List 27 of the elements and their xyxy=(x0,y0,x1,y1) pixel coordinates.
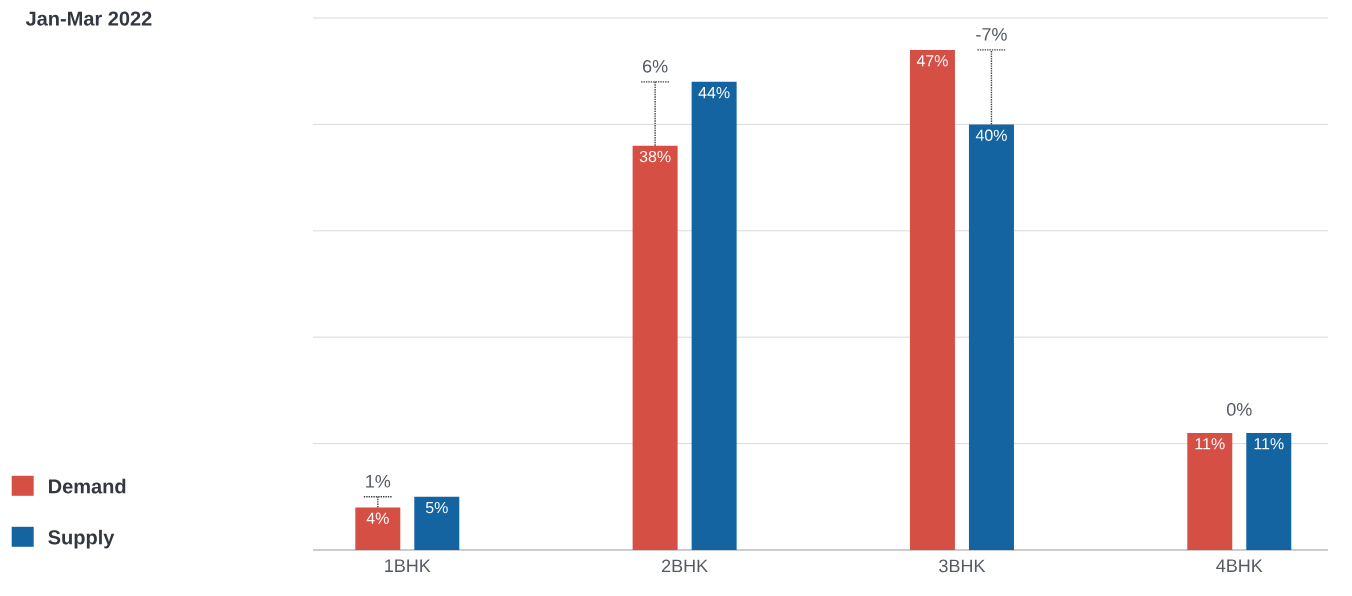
data-label: 44% xyxy=(698,87,730,99)
data-label: 40% xyxy=(975,129,1007,141)
x-tick-label: 4BHK xyxy=(1216,559,1263,572)
bar xyxy=(632,145,678,550)
annotation: 0% xyxy=(1226,402,1252,416)
x-tick-label: 2BHK xyxy=(662,559,708,573)
bar xyxy=(355,507,401,550)
legend-label: Supply xyxy=(48,529,115,549)
bar xyxy=(1246,432,1292,550)
x-tick-label: 3BHK xyxy=(939,559,986,573)
annotation: 1% xyxy=(366,474,391,488)
bar xyxy=(1187,432,1233,550)
data-label: 11% xyxy=(1254,438,1284,450)
bar xyxy=(414,496,460,550)
data-label: 47% xyxy=(916,55,948,67)
data-label: 4% xyxy=(366,512,389,524)
annotation: 6% xyxy=(643,59,668,73)
legend-label: Demand xyxy=(49,478,126,494)
annotation: -7% xyxy=(976,28,1007,41)
text: Jan-Mar 2022 xyxy=(25,11,152,26)
data-label: 5% xyxy=(425,501,448,514)
bar xyxy=(909,49,955,550)
data-label: 38% xyxy=(639,150,671,163)
x-tick-label: 1BHK xyxy=(385,559,431,572)
data-label: 11% xyxy=(1195,438,1225,450)
bar xyxy=(691,81,737,550)
bar xyxy=(968,124,1014,550)
